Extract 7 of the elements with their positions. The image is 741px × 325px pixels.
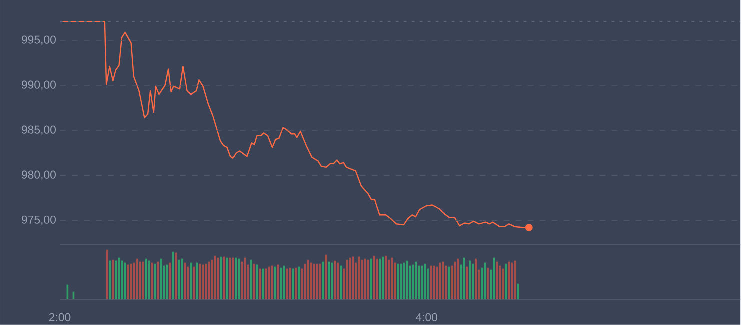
- x-tick-label: 4:00: [416, 313, 438, 322]
- x-tick-label: 2:00: [49, 313, 71, 322]
- y-tick-label: 995,00: [22, 36, 56, 46]
- y-tick-label: 980,00: [22, 170, 56, 180]
- y-tick-label: 990,00: [22, 80, 56, 90]
- y-tick-label: 985,00: [22, 126, 56, 136]
- y-tick-label: 975,00: [22, 216, 56, 226]
